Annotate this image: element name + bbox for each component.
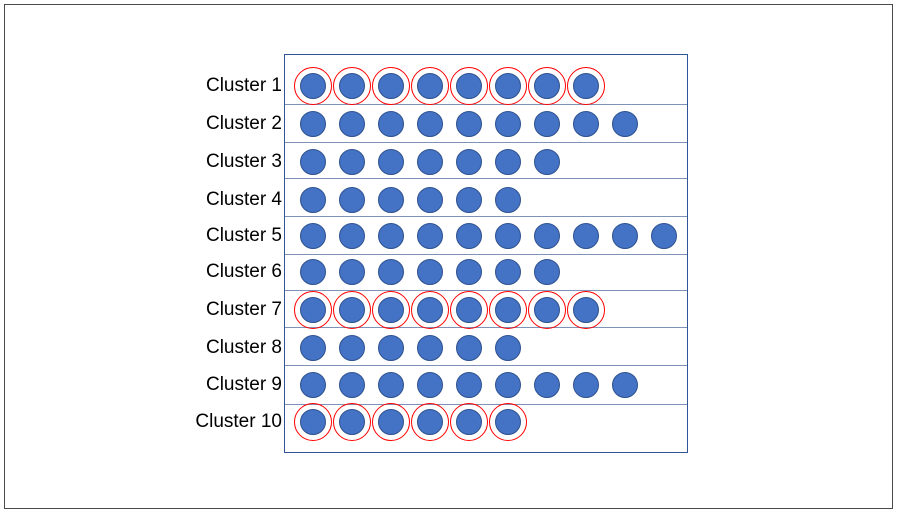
highlight-ring (449, 66, 488, 105)
cluster-dot (377, 334, 404, 361)
highlight-ring (371, 66, 410, 105)
cluster-dot (299, 334, 326, 361)
highlight-ring (293, 66, 332, 105)
cluster-dot (416, 222, 443, 249)
cluster-dot (494, 258, 521, 285)
highlight-ring (293, 402, 332, 441)
row-divider (285, 215, 687, 217)
cluster-dot (494, 148, 521, 175)
cluster-dot (416, 258, 443, 285)
cluster-dot (494, 334, 521, 361)
cluster-dot (572, 110, 599, 137)
cluster-dot (455, 222, 482, 249)
row-divider (285, 103, 687, 105)
cluster-dot (494, 371, 521, 398)
cluster-dot (338, 186, 365, 213)
cluster-dot (455, 258, 482, 285)
cluster-dot (611, 371, 638, 398)
cluster-label: Cluster 1 (205, 75, 282, 96)
cluster-dot (455, 148, 482, 175)
cluster-label: Cluster 10 (195, 411, 282, 432)
cluster-dot (377, 110, 404, 137)
cluster-label: Cluster 3 (205, 151, 282, 172)
cluster-dot (416, 186, 443, 213)
highlight-ring (410, 66, 449, 105)
cluster-dot (416, 371, 443, 398)
cluster-dot (611, 110, 638, 137)
cluster-dot (338, 258, 365, 285)
cluster-dot (416, 110, 443, 137)
cluster-dot (455, 371, 482, 398)
cluster-dot (533, 222, 560, 249)
highlight-ring (371, 290, 410, 329)
highlight-ring (488, 66, 527, 105)
cluster-dot (650, 222, 677, 249)
highlight-ring (410, 402, 449, 441)
cluster-dot (299, 186, 326, 213)
cluster-dot (299, 258, 326, 285)
highlight-ring (332, 290, 371, 329)
row-divider (285, 253, 687, 255)
cluster-dot (338, 222, 365, 249)
cluster-dot (377, 148, 404, 175)
cluster-dot (455, 334, 482, 361)
cluster-dot (377, 222, 404, 249)
highlight-ring (527, 66, 566, 105)
cluster-label: Cluster 4 (205, 189, 282, 210)
highlight-ring (527, 290, 566, 329)
cluster-dot (299, 371, 326, 398)
cluster-label: Cluster 9 (205, 374, 282, 395)
row-divider (285, 141, 687, 143)
cluster-dot (611, 222, 638, 249)
row-divider (285, 403, 687, 405)
cluster-dot (572, 371, 599, 398)
cluster-grid (284, 54, 688, 453)
cluster-dot (572, 222, 599, 249)
cluster-dot (299, 110, 326, 137)
row-divider (285, 289, 687, 291)
highlight-ring (332, 402, 371, 441)
cluster-dot (533, 371, 560, 398)
highlight-ring (449, 290, 488, 329)
highlight-ring (410, 290, 449, 329)
cluster-label: Cluster 6 (205, 261, 282, 282)
cluster-label: Cluster 7 (205, 299, 282, 320)
cluster-dot (377, 186, 404, 213)
cluster-dot (494, 222, 521, 249)
figure-frame (4, 4, 893, 509)
row-divider (285, 326, 687, 328)
cluster-dot (455, 186, 482, 213)
cluster-dot (416, 334, 443, 361)
highlight-ring (449, 402, 488, 441)
cluster-label: Cluster 8 (205, 337, 282, 358)
highlight-ring (332, 66, 371, 105)
cluster-dot (377, 258, 404, 285)
cluster-dot (533, 148, 560, 175)
row-divider (285, 177, 687, 179)
row-divider (285, 364, 687, 366)
cluster-dot (299, 148, 326, 175)
cluster-dot (494, 186, 521, 213)
cluster-label: Cluster 2 (205, 113, 282, 134)
highlight-ring (488, 290, 527, 329)
cluster-dot (377, 371, 404, 398)
highlight-ring (293, 290, 332, 329)
highlight-ring (488, 402, 527, 441)
cluster-dot (533, 258, 560, 285)
highlight-ring (566, 290, 605, 329)
cluster-dot (299, 222, 326, 249)
cluster-dot (533, 110, 560, 137)
cluster-dot (494, 110, 521, 137)
cluster-dot (338, 148, 365, 175)
cluster-label: Cluster 5 (205, 225, 282, 246)
cluster-dot (338, 334, 365, 361)
highlight-ring (566, 66, 605, 105)
cluster-dot (338, 110, 365, 137)
cluster-dot (455, 110, 482, 137)
highlight-ring (371, 402, 410, 441)
cluster-dot (416, 148, 443, 175)
cluster-dot (338, 371, 365, 398)
